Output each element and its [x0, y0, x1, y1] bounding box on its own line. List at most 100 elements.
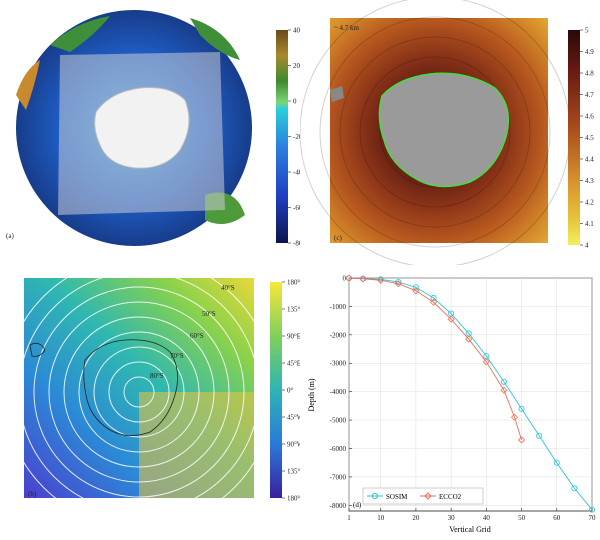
antarctica-coastline [83, 339, 178, 436]
x-tick-label: 40 [483, 514, 491, 522]
depth-chart: 1 10 20 30 40 50 60 70 0 -1000 -2000 -3000 -4000 -500… [307, 274, 596, 535]
chart-legend: SOSIM ECCO2 [362, 487, 484, 505]
data-point-ecco2 [359, 275, 367, 283]
panel-c-colorbar-ticks: 5 4.9 4.8 4.7 4.6 4.5 4.4 4.3 4.2 4.1 4 [580, 27, 594, 250]
data-point-ecco2 [447, 315, 455, 323]
lat-label-70: 70°S [170, 352, 184, 360]
colorbar-b-tick-label: 45°W [287, 414, 300, 422]
antarctica-shape [94, 87, 190, 169]
panel-b-map: 40°S 50°S 60°S 70°S 80°S (b) 180° 135°E 90… [24, 278, 307, 503]
data-point-ecco2 [500, 386, 508, 394]
y-axis-label: Depth (m) [307, 378, 316, 411]
colorbar-c-tick-label: 4.2 [585, 199, 594, 207]
legend-marker-ecco2 [424, 492, 432, 500]
panel-a-colorbar [276, 30, 288, 243]
colorbar-c-tick-label: 4.1 [585, 220, 594, 228]
colorbar-b-tick-label: 45°E [287, 360, 300, 368]
panel-b-colorbar [270, 282, 282, 498]
coastline-shape [29, 342, 46, 357]
colorbar-a-tick-label: -2000 [293, 133, 300, 141]
data-point-ecco2 [412, 287, 420, 295]
panel-b-label: (b) [28, 490, 37, 498]
colorbar-c-tick-label: 4.6 [585, 113, 594, 121]
panel-c-annotation: ~ 4.7 km [334, 24, 360, 32]
y-tick-label: -4000 [330, 388, 347, 396]
data-point-sosim [518, 405, 525, 412]
x-tick-label: 1 [347, 514, 351, 522]
chart-series [345, 274, 595, 513]
colorbar-a-tick-label: -4000 [293, 169, 300, 177]
colorbar-c-tick-label: 4.9 [585, 48, 594, 56]
plot-area [348, 277, 593, 512]
x-tick-label: 70 [589, 514, 597, 522]
data-point-ecco2 [517, 436, 526, 444]
lat-label-80: 80°S [150, 372, 164, 380]
panel-a-colorbar-ticks: 4000 2000 0 -2000 -4000 -6000 -8000 [288, 27, 310, 248]
panel-a-label: (a) [6, 232, 14, 240]
legend-label-ecco2: ECCO2 [439, 493, 462, 501]
data-point-sosim [536, 432, 543, 439]
lat-label-50: 50°S [202, 310, 216, 318]
legend-label-sosim: SOSIM [386, 493, 408, 501]
y-tick-label: -6000 [330, 445, 347, 453]
data-point-sosim [553, 459, 560, 466]
panel-a: (a) 4000 2000 0 -2000 -4000 -6000 -8000 [0, 0, 310, 265]
colorbar-b-tick-label: 90°W [287, 441, 300, 449]
continent-shape [16, 60, 40, 110]
x-tick-label: 10 [377, 514, 385, 522]
series-line-sosim [348, 277, 593, 510]
data-point-sosim [430, 294, 437, 301]
y-tick-label: -5000 [330, 417, 347, 425]
chart-grid [348, 277, 593, 511]
data-point-sosim [395, 278, 402, 285]
y-tick-label: -7000 [330, 473, 347, 481]
panel-b: 40°S 50°S 60°S 70°S 80°S (b) 180° 135°E 90… [0, 270, 307, 535]
data-point-ecco2 [465, 335, 473, 343]
colorbar-b-tick-label: 90°E [287, 333, 300, 341]
panel-b-colorbar-ticks: 180° 135°E 90°E 45°E 0° 45°W 90°W 135°W 180° [282, 279, 307, 503]
colorbar-a-tick-label: 2000 [293, 62, 300, 70]
y-tick-label: -2000 [330, 331, 347, 339]
data-point-ecco2 [510, 413, 519, 421]
colorbar-c-tick-label: 4 [585, 242, 589, 250]
landmass-shape [330, 86, 344, 102]
colorbar-a-tick-label: 4000 [293, 27, 300, 35]
legend-marker-sosim [371, 492, 379, 500]
data-point-ecco2 [377, 276, 385, 284]
panel-d: 1 10 20 30 40 50 60 70 0 -1000 -2000 -3000 -4000 -500… [300, 270, 600, 535]
panel-c-colorbar [568, 30, 580, 245]
x-tick-label: 60 [553, 514, 561, 522]
colorbar-c-tick-label: 4.8 [585, 70, 594, 78]
data-point-ecco2 [482, 358, 490, 366]
panel-c-map: ~ 4.7 km (c) 5 4.9 4.8 4.7 4.6 4.5 4.4 4.3 4.2 4.… [299, 0, 594, 268]
continent-shape [50, 16, 110, 52]
data-point-sosim [412, 284, 419, 291]
colorbar-b-tick-label: 0° [287, 387, 294, 395]
colorbar-c-tick-label: 4.7 [585, 91, 594, 99]
y-tick-label: 0 [343, 275, 347, 283]
x-tick-label: 20 [412, 514, 420, 522]
chart-axes: 1 10 20 30 40 50 60 70 0 -1000 -2000 -3000 -4000 -500… [330, 275, 596, 523]
data-point-ecco2 [394, 280, 402, 288]
colorbar-a-tick-label: -8000 [293, 240, 300, 248]
y-tick-label: -3000 [330, 360, 347, 368]
colorbar-a-tick-label: 0 [293, 98, 297, 106]
x-axis-label: Vertical Grid [449, 525, 491, 534]
colorbar-c-tick-label: 4.4 [585, 156, 594, 164]
antarctica-outline [378, 72, 510, 188]
data-point-sosim [588, 506, 595, 513]
data-point-ecco2 [429, 298, 438, 306]
colorbar-c-tick-label: 4.5 [585, 134, 594, 142]
lat-label-40: 40°S [221, 284, 235, 292]
x-tick-label: 30 [448, 514, 456, 522]
data-point-sosim [571, 485, 578, 492]
panel-c: ~ 4.7 km (c) 5 4.9 4.8 4.7 4.6 4.5 4.4 4.3 4.2 4.… [299, 0, 600, 268]
colorbar-c-tick-label: 4.3 [585, 177, 594, 185]
data-point-sosim [500, 378, 507, 385]
colorbar-c-tick-label: 5 [585, 27, 589, 35]
colorbar-b-tick-label: 135°W [287, 468, 300, 476]
colorbar-b-tick-label: 180° [287, 279, 300, 287]
latitude-circles [24, 278, 254, 498]
colorbar-a-tick-label: -6000 [293, 204, 300, 212]
colorbar-b-tick-label: 180° [287, 495, 300, 503]
